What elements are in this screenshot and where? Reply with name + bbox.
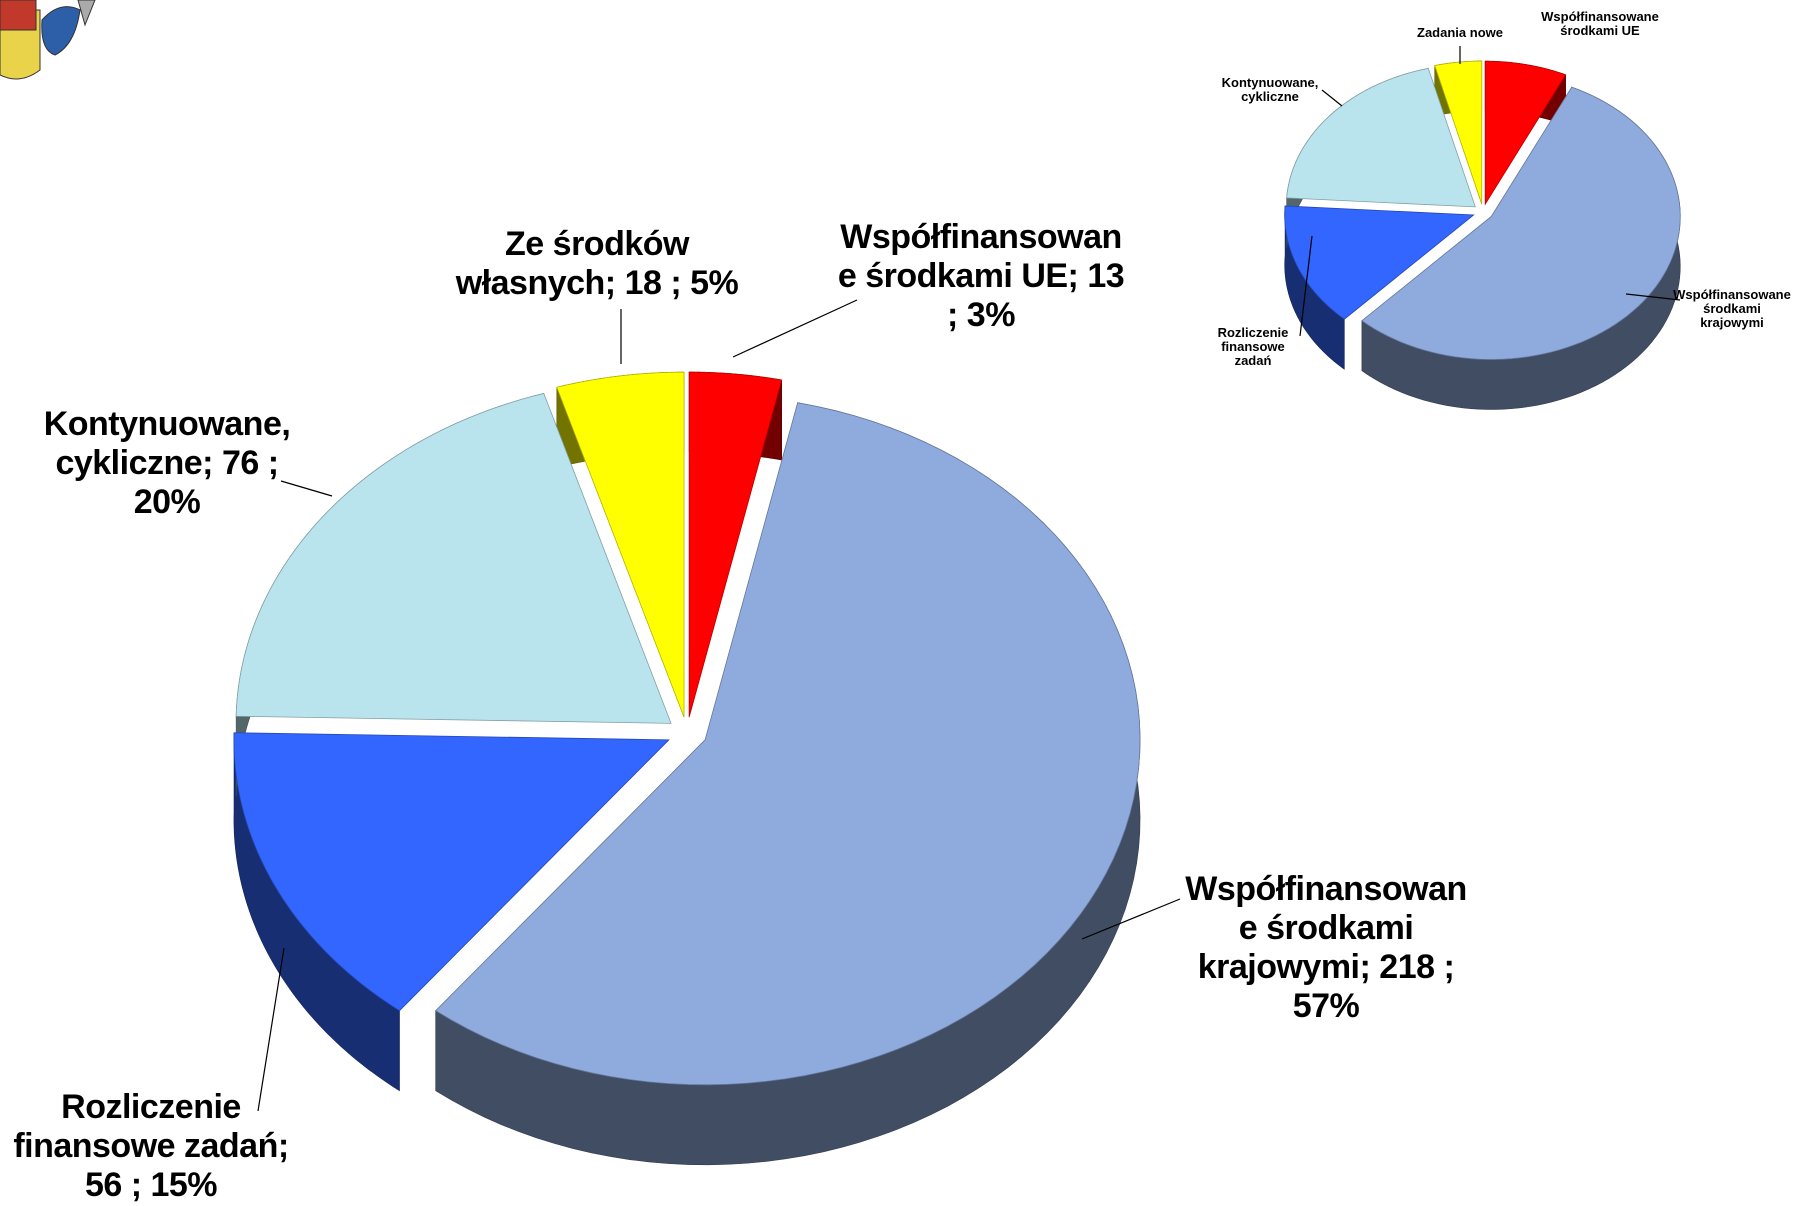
slice [1286,67,1476,208]
slice [435,402,1141,1086]
value-label: 13 ; 3% [947,257,1125,334]
leader-line [732,299,858,358]
pie-chart [233,371,1141,1166]
slice [233,732,670,1012]
slice [688,371,783,718]
category-label: Współfinansowane środkami UE; [837,218,1122,295]
leader-line [280,480,333,497]
value-label: 218 ; 57% [1292,948,1455,1025]
data-label: Kontynuowane, cykliczne; 76 ; 20% [34,405,300,522]
category-label: Rozliczenie finansowe zadań [1217,325,1289,368]
pie-tops [233,371,1141,1086]
category-label: Współfinansowane środkami UE [1541,9,1659,38]
category-label: Kontynuowane, cykliczne; [43,405,291,482]
slice [556,371,685,718]
slice [1284,205,1475,320]
pie-tops [1284,60,1681,360]
pie-chart [1284,60,1681,410]
slice [1434,60,1483,205]
data-label: Współfinansowane środkami UE; 13 ; 3% [836,218,1126,335]
leader-line [1081,898,1181,940]
category-label: Współfinansowane środkami krajowymi; [1185,870,1467,986]
value-label: 18 ; 5% [624,264,739,302]
leader-line [1299,235,1313,337]
data-label: Współfinansowane środkami krajowymi; 218… [1180,870,1472,1026]
slice [1484,60,1567,206]
category-label: Zadania nowe [1417,25,1503,40]
data-label: Rozliczenie finansowe zadań; 56 ; 15% [6,1088,296,1205]
value-label: 76 ; 20% [133,444,279,521]
value-label: 56 ; 15% [84,1166,218,1204]
slice [235,392,672,724]
category-label: Współfinansowane środkami krajowymi [1673,287,1791,330]
data-label: Ze środków własnych; 18 ; 5% [447,225,747,303]
logo [0,0,96,80]
leader-line [1321,89,1343,107]
leader-line [257,947,285,1112]
category-label: Rozliczenie finansowe zadań; [13,1088,289,1165]
leader-line [1625,293,1681,301]
category-label: Kontynuowane, cykliczne [1221,75,1319,104]
category-label: Ze środków własnych; [455,225,690,302]
